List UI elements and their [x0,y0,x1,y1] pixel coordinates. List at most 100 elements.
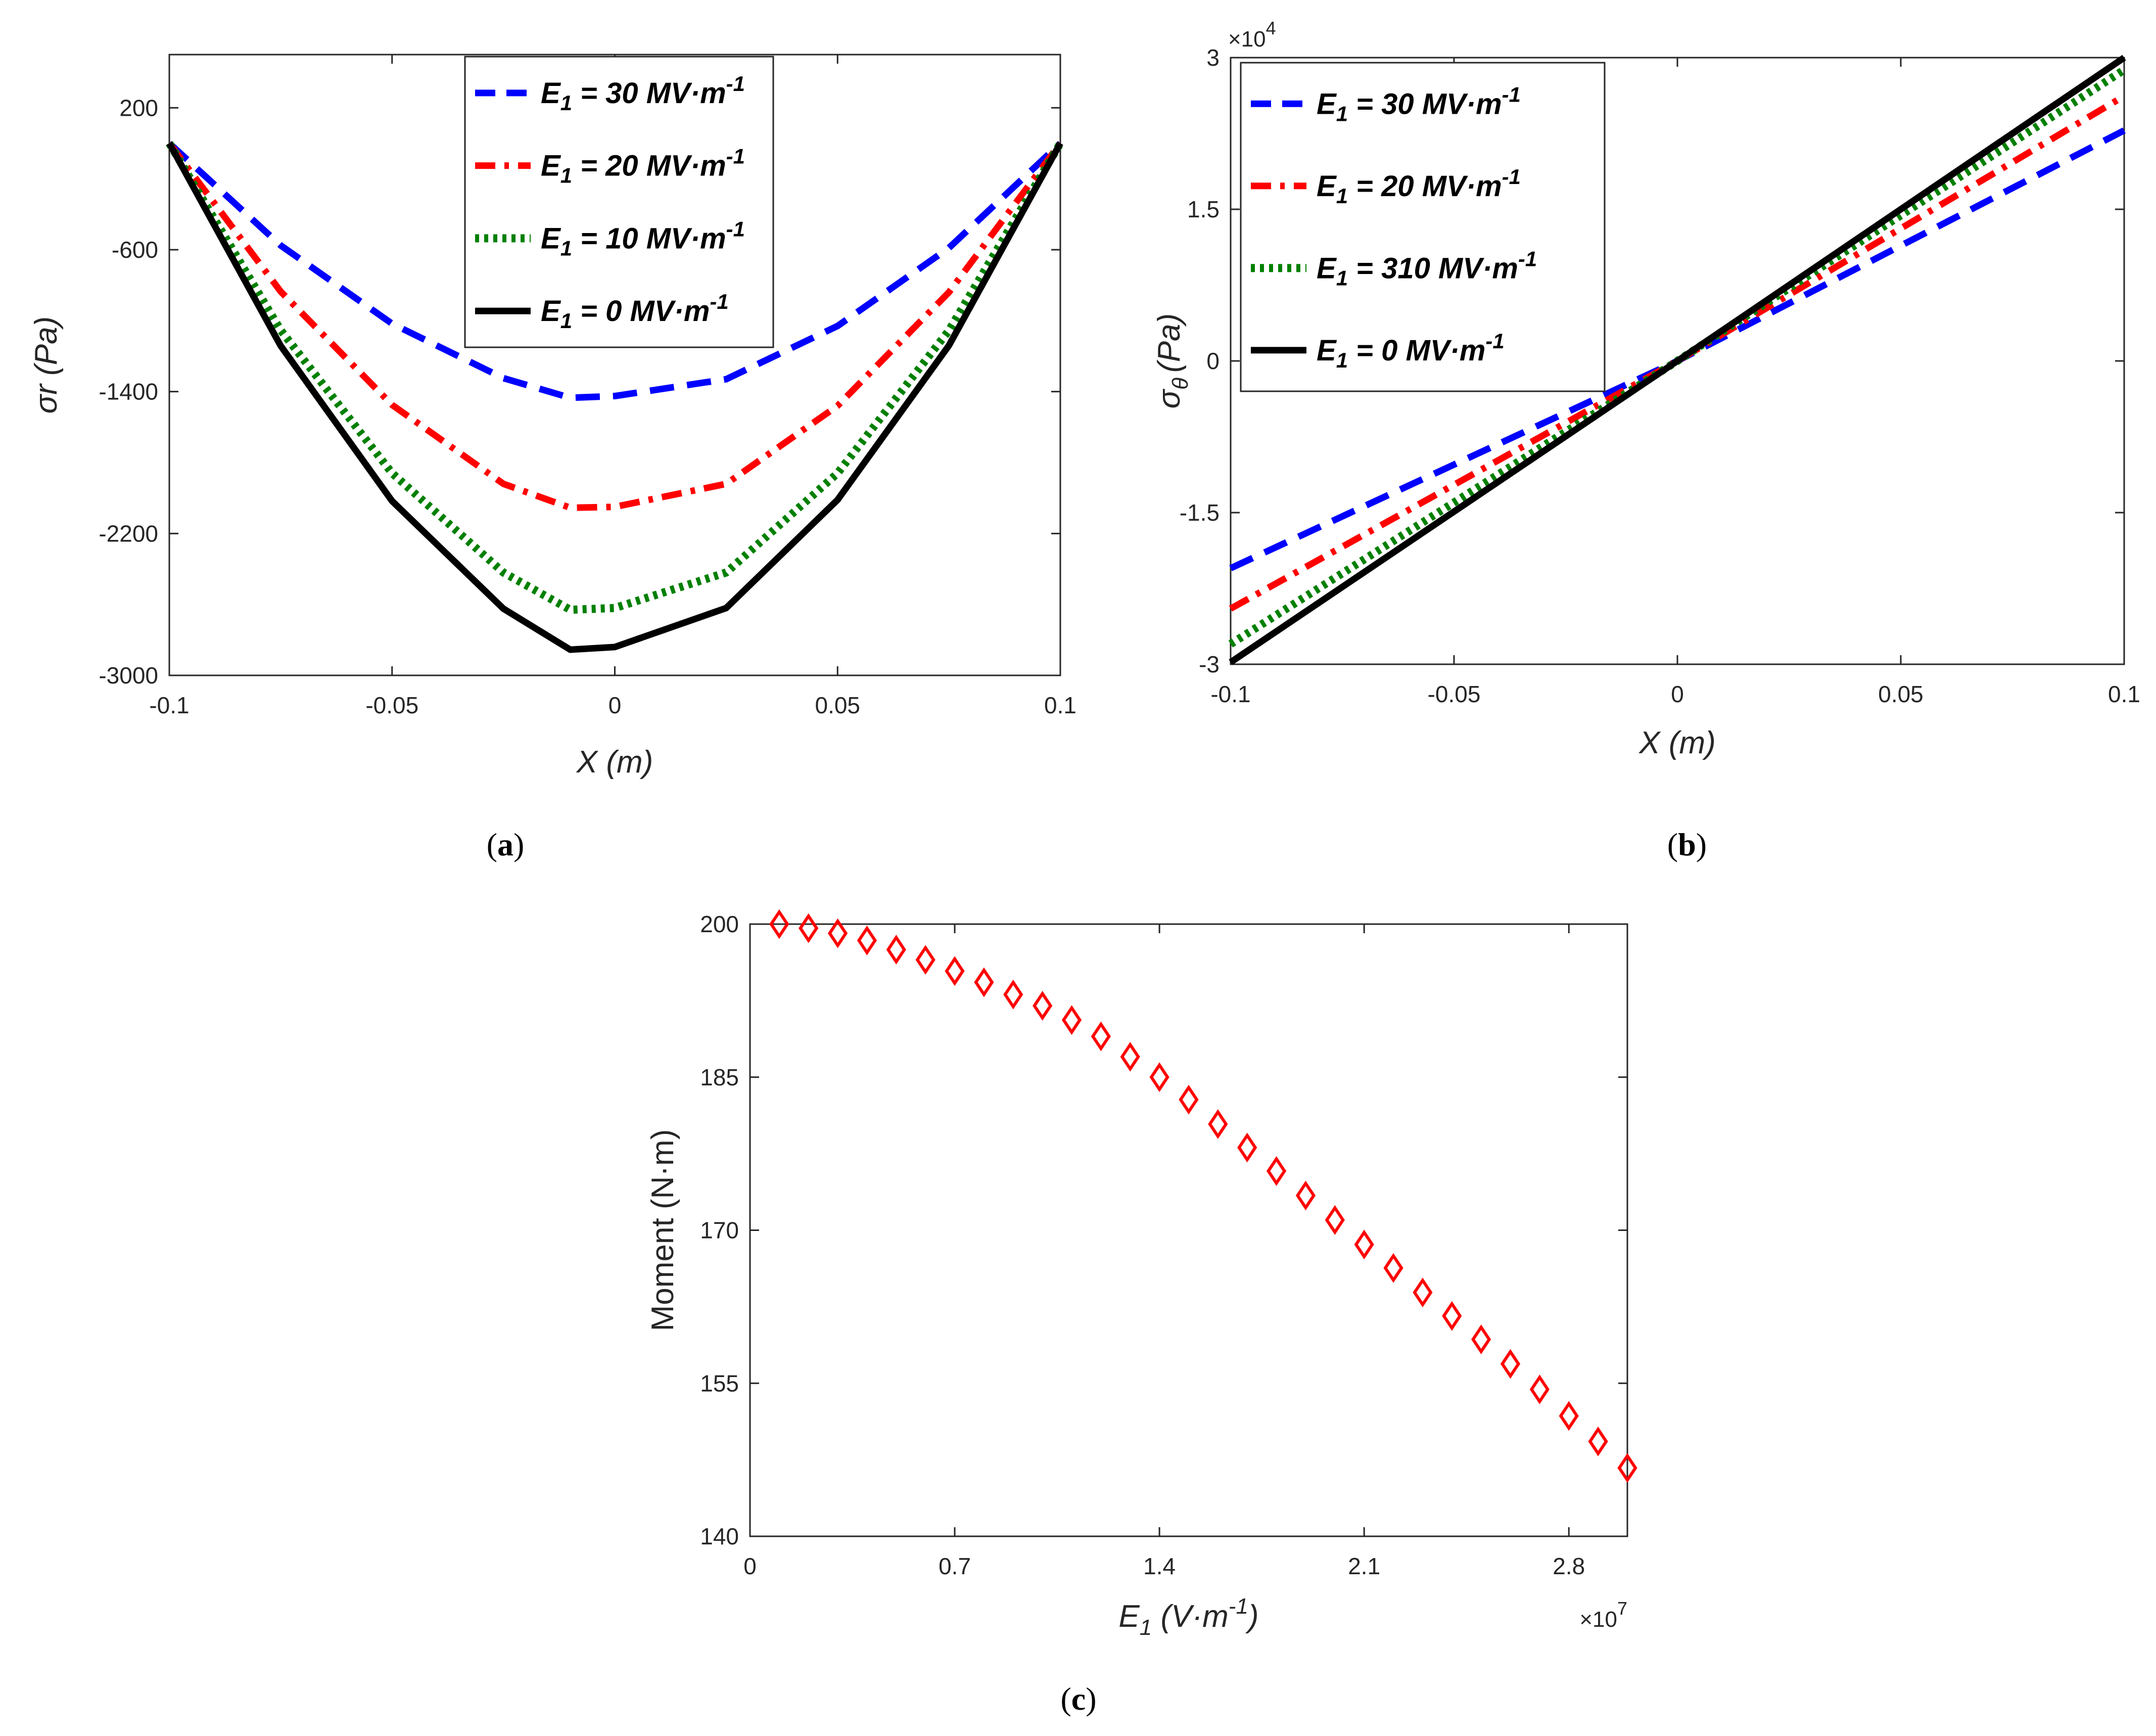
b-ytick-label: 3 [1206,44,1220,71]
c-marker-24 [1471,1324,1491,1354]
c-xlabel-sub: 1 [1140,1615,1152,1640]
c-marker-19 [1325,1205,1345,1235]
c-marker-27 [1559,1401,1579,1431]
b-xtick-label: 0.05 [1878,681,1924,707]
a-ylabel: σr (Pa) [29,316,64,414]
c-marker-5 [915,945,935,975]
a-xlabel: X (m) [576,745,653,780]
b-xtick-label: 0 [1671,681,1684,707]
b-legend-box [1240,62,1606,392]
a-xtick-label: -0.05 [365,692,418,718]
b-legend-label-main: E [1317,334,1337,367]
b-xlabel: X (m) [1638,725,1716,760]
b-xtick-label: -0.05 [1428,681,1481,707]
a-legend-label-1: E1 = 20 MV·m-1 [541,145,745,188]
b-legend-label-sup: -1 [1485,329,1504,353]
a-legend-label-rest: = 20 MV·m [572,150,726,182]
b-xtick-label: -0.1 [1210,681,1250,707]
c-marker-15 [1208,1109,1228,1139]
b-legend-label-rest: = 0 MV·m [1348,334,1485,367]
a-ytick-label: -600 [112,237,158,263]
a-xtick-label: -0.1 [149,692,189,718]
panel-b-caption-letter: b [1678,827,1696,862]
c-xlabel: E1 (V·m-1) [1118,1594,1258,1640]
a-legend-label-main: E [541,295,561,328]
c-ytick-label: 185 [700,1064,739,1090]
panel-c-caption-letter: c [1071,1681,1086,1717]
a-legend-label-main: E [541,77,561,110]
c-x-multiplier-base: ×10 [1579,1607,1617,1632]
panel-c-caption: (c) [1060,1681,1096,1717]
c-marker-28 [1588,1426,1608,1456]
a-xtick-label: 0.1 [1044,692,1076,718]
c-ytick-label: 200 [700,911,739,937]
a-legend-label-main: E [541,222,561,255]
a-legend-label-sub: 1 [560,164,572,188]
a-legend-label-main: E [541,150,561,182]
c-ytick-label: 155 [700,1370,739,1396]
c-marker-18 [1295,1180,1316,1211]
b-y-multiplier-base: ×10 [1228,27,1266,52]
b-legend-label-rest: = 20 MV·m [1348,170,1502,203]
a-xtick-label: 0 [608,692,622,718]
b-legend-label-0: E1 = 30 MV·m-1 [1317,82,1521,125]
a-legend-label-rest: = 10 MV·m [572,222,726,255]
c-marker-13 [1149,1062,1169,1092]
b-ytick-label: 1.5 [1187,196,1220,222]
b-xtick-label: 0.1 [2108,681,2140,707]
c-x-multiplier: ×107 [1579,1598,1627,1632]
c-marker-7 [974,967,994,997]
c-marker-1 [799,913,819,943]
a-series-1-line [166,141,1063,511]
c-marker-3 [857,925,877,955]
b-legend-label-main: E [1317,170,1337,203]
a-ytick-label: -2200 [99,520,158,546]
a-series-3-line [166,142,1063,653]
c-marker-22 [1413,1277,1433,1308]
a-legend-label-2: E1 = 10 MV·m-1 [541,217,745,260]
b-legend-label-main: E [1317,252,1337,285]
b-legend-label-sub: 1 [1336,184,1348,208]
a-xtick-label: 0.05 [815,692,860,718]
c-xlabel-rest: (V·m [1152,1599,1229,1634]
a-legend-label-sub: 1 [560,236,572,260]
c-marker-14 [1179,1084,1199,1115]
b-legend-label-sub: 1 [1336,348,1348,372]
b-ytick-label: 0 [1206,348,1220,374]
c-marker-11 [1091,1021,1111,1052]
a-legend-label-rest: = 30 MV·m [572,77,726,110]
b-legend-label-3: E1 = 0 MV·m-1 [1317,329,1505,372]
a-legend-label-sub: 1 [560,309,572,333]
c-marker-10 [1061,1005,1082,1035]
b-y-multiplier: ×104 [1228,18,1276,52]
c-marker-4 [886,935,906,965]
panel-b: (b) -0.1 -0.05 0 0.05 0.131.50-1.5-3E1 = 30 … [1152,18,2140,862]
panel-a-caption: (a) [487,827,525,862]
c-xtick-label: 0.7 [939,1553,971,1579]
c-marker-21 [1383,1253,1403,1283]
c-marker-6 [945,956,965,986]
c-marker-26 [1529,1374,1550,1404]
b-series-3-line [1229,55,2126,665]
panel-c: (c) 0 0.7 1.4 2.1 2.8 200 185 170 155 140 ×107 E1 (… [645,909,1637,1717]
b-y-multiplier-exp: 4 [1266,18,1276,38]
a-legend-label-sup: -1 [710,290,728,313]
a-legend-label-3: E1 = 0 MV·m-1 [541,290,729,333]
c-marker-0 [769,909,789,939]
a-legend-label-sup: -1 [726,145,745,168]
c-marker-9 [1033,991,1053,1021]
c-axes-frame [749,923,1628,1537]
c-ytick-label: 170 [700,1217,739,1244]
c-xtick-label: 1.4 [1143,1553,1176,1579]
b-legend-label-sub: 1 [1336,266,1348,290]
c-marker-23 [1442,1301,1462,1331]
c-marker-16 [1237,1132,1257,1163]
a-legend-label-0: E1 = 30 MV·m-1 [541,72,745,115]
c-ylabel: Moment (N·m) [645,1129,680,1332]
b-legend-label-rest: = 30 MV·m [1348,87,1502,120]
b-legend-label-1: E1 = 20 MV·m-1 [1317,165,1521,208]
b-ylabel: σθ (Pa) [1152,313,1193,408]
b-legend-label-main: E [1317,87,1337,120]
c-marker-2 [827,918,848,948]
